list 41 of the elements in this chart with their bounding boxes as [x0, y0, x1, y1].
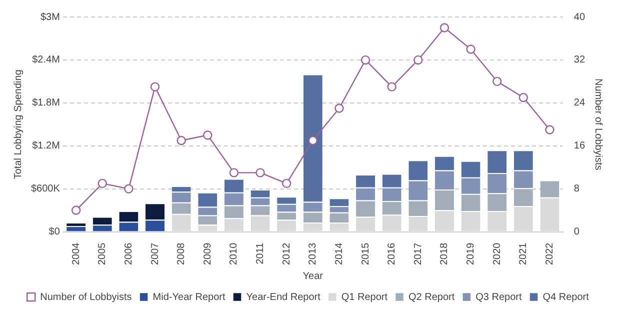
x-tick-label: 2016 [386, 242, 398, 266]
x-tick-label: 2007 [150, 242, 161, 266]
x-axis-title: Year [302, 270, 324, 282]
legend-label: Mid-Year Report [152, 292, 226, 303]
y-tick-label: $1.2M [32, 140, 60, 152]
y-tick-label: $3M [40, 12, 60, 23]
x-tick-label: 2019 [466, 242, 477, 266]
y2-tick-label: 24 [574, 98, 586, 109]
legend-label: Q1 Report [341, 292, 388, 303]
legend-label: Q2 Report [408, 292, 455, 303]
x-tick-label: 2014 [334, 242, 345, 266]
x-tick-label: 2010 [228, 242, 240, 266]
y2-axis-title: Number of Lobbyists [592, 78, 604, 170]
x-tick-label: 2015 [360, 242, 372, 266]
x-tick-label: 2018 [439, 242, 450, 266]
x-tick-label: 2021 [518, 242, 530, 266]
x-tick-label: 2008 [176, 242, 188, 266]
y-tick-label: $2.4M [32, 54, 60, 66]
x-tick-label: 2022 [544, 242, 556, 266]
x-tick-label: 2020 [492, 242, 503, 266]
y2-tick-label: 16 [574, 140, 586, 152]
legend-label: Q3 Report [476, 292, 522, 303]
y-axis-title: Total Lobbying Spending [12, 70, 24, 180]
y-tick-label: $1.8M [32, 98, 60, 109]
x-tick-label: 2009 [202, 242, 214, 266]
x-tick-label: 2012 [281, 242, 292, 266]
y-tick-label: $0 [48, 226, 60, 238]
legend-label: Year-End Report [246, 292, 321, 303]
x-tick-label: 2017 [412, 242, 424, 266]
x-tick-label: 2006 [123, 242, 134, 266]
y2-tick-label: 0 [574, 226, 580, 238]
legend-label: Q4 Report [542, 292, 590, 303]
y-tick-label: $600K [30, 184, 60, 195]
x-tick-label: 2011 [255, 242, 266, 264]
x-tick-label: 2013 [308, 242, 319, 266]
x-tick-label: 2005 [97, 242, 108, 266]
y2-tick-label: 40 [574, 12, 586, 23]
y2-tick-label: 8 [574, 184, 580, 195]
y2-tick-label: 32 [574, 54, 586, 66]
x-tick-label: 2004 [70, 242, 82, 266]
legend-label: Number of Lobbyists [40, 292, 132, 303]
